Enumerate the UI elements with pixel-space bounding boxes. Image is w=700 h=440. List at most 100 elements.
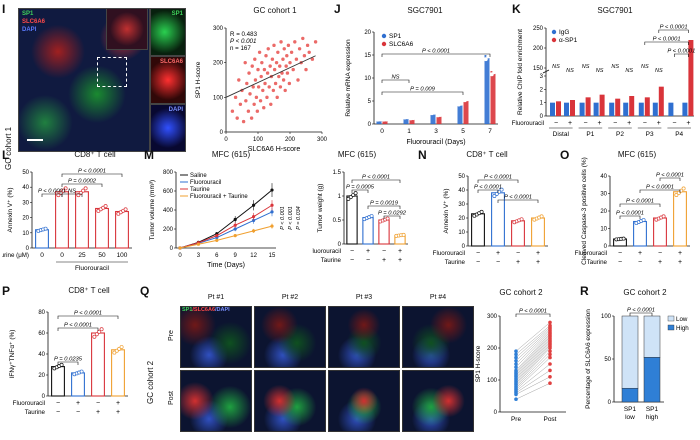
y-tick-label: 0 <box>604 244 608 250</box>
sig-label: P = 0.0235 <box>54 357 83 363</box>
row-sign: − <box>618 259 622 266</box>
bar <box>362 217 374 245</box>
y-axis-label: Annexin V⁺ (%) <box>7 188 14 233</box>
y-tick-label: 10 <box>458 230 465 236</box>
panel-letter-k: K <box>512 2 521 16</box>
pair-line <box>515 341 551 379</box>
scatter-point <box>246 109 251 113</box>
group-label: Fluorouracil <box>75 265 110 272</box>
scatter-point <box>241 119 246 124</box>
ns-label: NS <box>552 64 560 70</box>
legend-marker <box>381 33 387 39</box>
bar-sp1 <box>585 97 591 116</box>
legend-label: SP1 <box>389 33 402 40</box>
x-tick-label: 0 <box>60 252 64 259</box>
y-tick-label: 40 <box>600 174 607 180</box>
pair-line <box>515 330 551 365</box>
legend-label: α-SP1 <box>559 37 578 44</box>
x-tick-label: 200 <box>285 137 296 143</box>
pair-line <box>515 347 551 385</box>
legend-marker <box>551 29 557 35</box>
bar-slc6a6 <box>463 98 469 124</box>
data-point <box>348 195 353 199</box>
y-axis-label: Cleaved Caspase-3 positive cells (%) <box>581 157 588 265</box>
data-point <box>432 110 437 115</box>
series-line <box>179 204 273 249</box>
legend-label: High <box>676 325 689 332</box>
sig-label: P < 0.0001 <box>422 49 450 55</box>
x-tick-label: Pre <box>511 416 522 423</box>
cohort2-label-wrap: GC cohort 2 <box>146 300 156 420</box>
pre-point <box>514 349 518 353</box>
y-tick-label: 50 <box>458 174 465 180</box>
y-tick-label: 0 <box>494 410 498 416</box>
x-axis-label: Fluorouracil (Days) <box>406 139 465 146</box>
sig-bracket <box>351 179 401 183</box>
data-point <box>92 334 97 339</box>
scatter-point <box>288 60 292 65</box>
row-sign: − <box>476 259 480 266</box>
scatter-point <box>272 67 277 72</box>
sig-bracket <box>619 215 641 219</box>
bar-igg <box>652 102 658 116</box>
data-point <box>499 187 504 192</box>
panel-letter-n: N <box>418 148 427 162</box>
scatter-point <box>287 81 292 86</box>
y-tick-label: 250 <box>533 26 544 32</box>
sig-bracket <box>383 215 401 219</box>
sig-bracket <box>57 315 119 319</box>
sig-label: P = 0.009 <box>410 87 436 93</box>
data-point <box>79 369 84 374</box>
panel-letter-r: R <box>580 284 589 298</box>
post-point <box>548 381 552 385</box>
scatter-point <box>258 99 263 103</box>
treat-sign: − <box>584 120 588 127</box>
cohort2-side-label: GC cohort 2 <box>146 360 155 404</box>
scatter-point <box>238 102 243 106</box>
scatter-point <box>271 88 276 93</box>
stat-label: n = 167 <box>230 45 251 52</box>
row-sign: − <box>382 248 386 255</box>
pair-line <box>515 338 551 376</box>
x-tick-label: 3 <box>197 253 201 259</box>
row-sign: − <box>658 250 662 257</box>
scatter-point <box>252 102 256 106</box>
post-point <box>548 323 552 328</box>
y-tick-label: 200 <box>163 227 174 233</box>
panel-m-title2: MFC (615) <box>337 150 377 159</box>
bar-sp1 <box>376 119 382 124</box>
post-point <box>548 352 552 357</box>
series-point <box>252 229 256 233</box>
row-label: Fluorouracil <box>512 120 544 127</box>
sig-label: P = 0.0002 <box>68 179 97 185</box>
sig-bracket <box>381 79 410 83</box>
bar-slc6a6 <box>436 114 442 124</box>
scatter-point <box>275 95 279 100</box>
row-sign: + <box>116 400 120 407</box>
region-label: P2 <box>616 131 624 138</box>
bar-sp1 <box>615 98 621 116</box>
row-sign: + <box>398 248 402 255</box>
series-point <box>252 218 256 223</box>
series-point <box>270 224 274 228</box>
data-point <box>63 186 68 191</box>
row-label: Fluorouracil <box>13 400 45 407</box>
scatter-point <box>267 85 271 89</box>
data-point <box>78 190 83 195</box>
data-point <box>346 196 351 201</box>
row-label-pre: Pre <box>168 330 175 341</box>
scatter-point <box>266 47 270 51</box>
y-axis-label: Tumor volume (mm³) <box>149 180 156 240</box>
pair-line <box>515 344 551 382</box>
series-point <box>233 227 237 231</box>
legend-swatch <box>667 324 675 331</box>
bar <box>51 366 65 397</box>
post-point <box>548 355 552 360</box>
micrograph-post-pt2 <box>254 370 326 432</box>
sig-label: NS <box>391 75 399 81</box>
sig-label: P < 0.0001 <box>474 185 502 191</box>
row-sign: − <box>366 257 370 264</box>
data-point <box>385 216 390 221</box>
sig-bracket <box>477 189 499 193</box>
data-point <box>83 186 88 191</box>
